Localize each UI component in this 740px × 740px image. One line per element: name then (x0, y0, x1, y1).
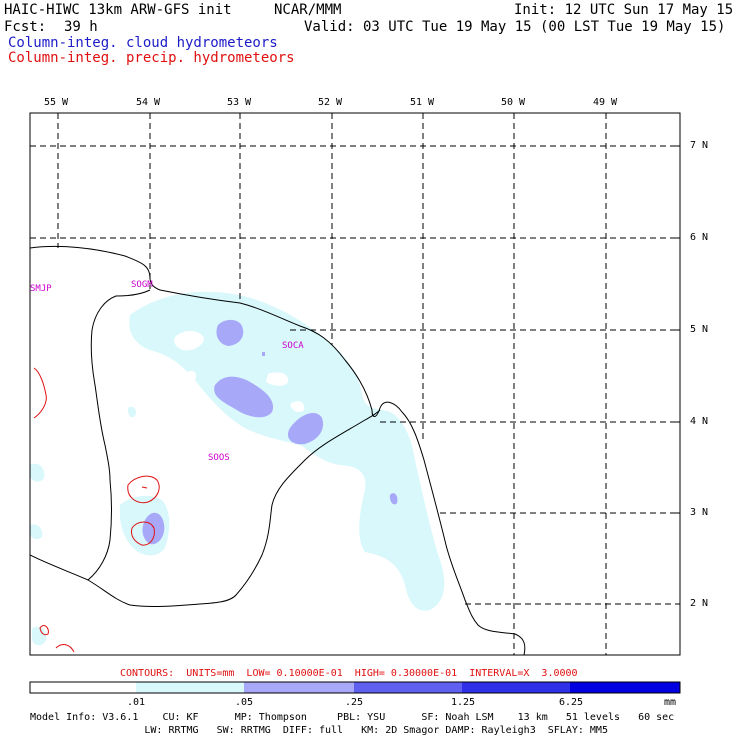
station-smjp: SMJP (30, 284, 52, 294)
cloud-region-light (30, 291, 445, 646)
model-info-line2: LW: RRTMG SW: RRTMG DIFF: full KM: 2D Sm… (30, 725, 608, 736)
precip-contours (33, 367, 160, 653)
colorbar (29, 681, 681, 694)
valid-time: Valid: 03 UTC Tue 19 May 15 (00 LST Tue … (304, 19, 726, 35)
cloud-region-medium (142, 319, 398, 545)
contours-info: CONTOURS: UNITS=mm LOW= 0.10000E-01 HIGH… (120, 668, 578, 679)
colorbar-label-0: .01 (127, 697, 146, 708)
station-soos: SOOS (208, 453, 230, 463)
model-info-line1: Model Info: V3.6.1 CU: KF MP: Thompson P… (30, 712, 675, 723)
colorbar-label-2: .25 (345, 697, 364, 708)
model-title: HAIC-HIWC 13km ARW-GFS init (4, 2, 232, 18)
lat-label-3n: 3 N (690, 507, 709, 518)
fcst-label: Fcst: (4, 19, 47, 35)
lon-label-54w: 54 W (136, 97, 161, 108)
lat-label-7n: 7 N (690, 140, 709, 151)
lat-label-6n: 6 N (690, 232, 709, 243)
colorbar-label-1: .05 (235, 697, 254, 708)
coastline (30, 245, 526, 655)
lat-label-2n: 2 N (690, 598, 709, 609)
lon-label-55w: 55 W (44, 97, 69, 108)
field1-label: Column-integ. cloud hydrometeors (8, 35, 278, 51)
lat-label-5n: 5 N (690, 324, 709, 335)
lon-label-52w: 52 W (318, 97, 343, 108)
lon-label-53w: 53 W (227, 97, 252, 108)
station-soca: SOCA (282, 341, 304, 351)
colorbar-label-3: 1.25 (451, 697, 476, 708)
init-time: Init: 12 UTC Sun 17 May 15 (514, 2, 734, 18)
org-label: NCAR/MMM (274, 2, 342, 18)
lon-label-51w: 51 W (410, 97, 435, 108)
lon-label-50w: 50 W (501, 97, 526, 108)
fcst-hours: 39 h (64, 19, 98, 35)
lat-label-4n: 4 N (690, 416, 709, 427)
colorbar-units: mm (664, 697, 677, 708)
field2-label: Column-integ. precip. hydrometeors (8, 50, 295, 66)
lon-label-49w: 49 W (593, 97, 618, 108)
colorbar-label-4: 6.25 (559, 697, 584, 708)
station-sogm: SOGM (131, 280, 153, 290)
lat-lon-grid (30, 113, 680, 655)
